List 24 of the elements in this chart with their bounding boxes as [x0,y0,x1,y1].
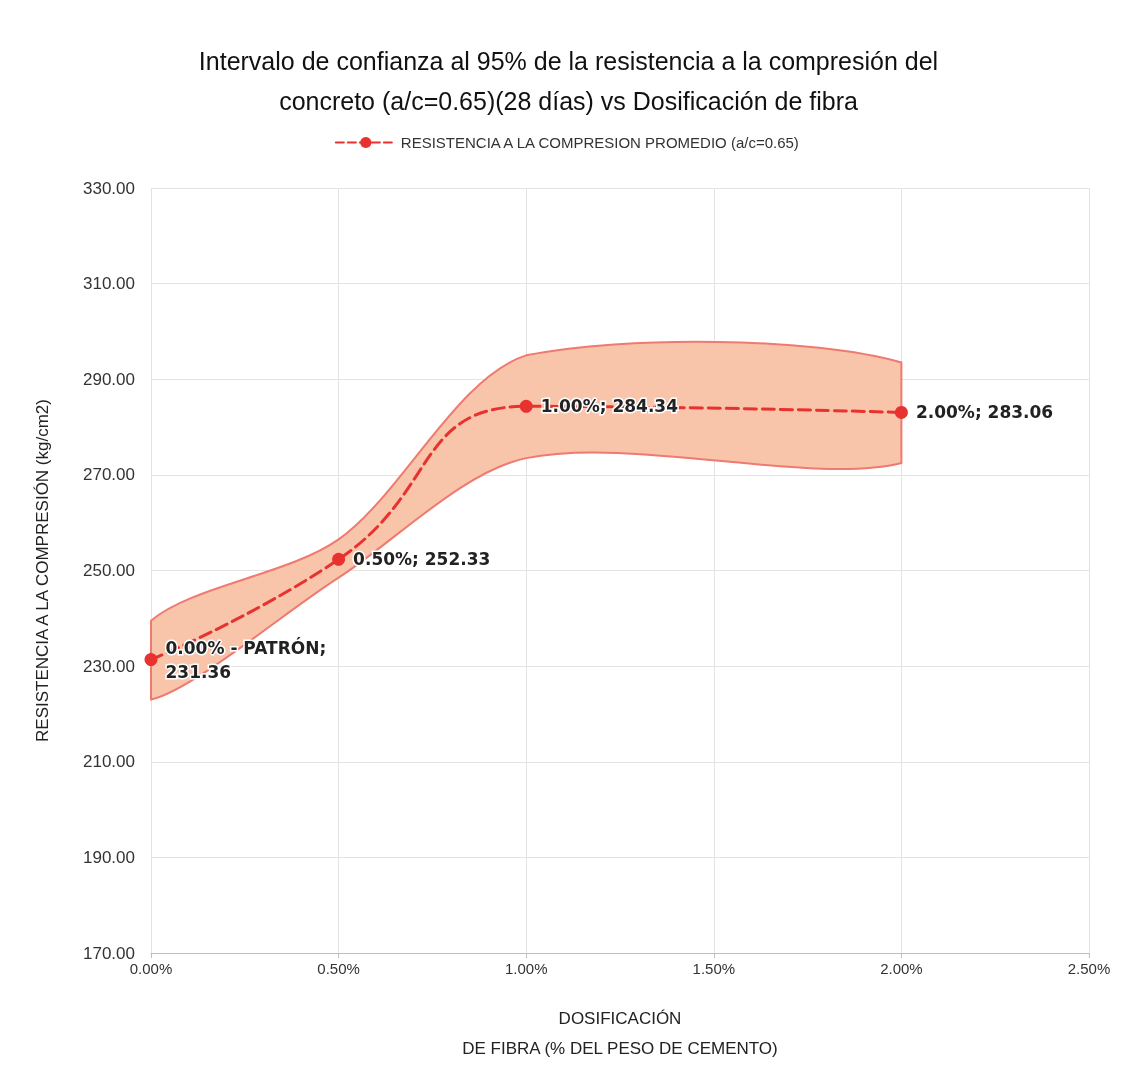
y-tick-label: 330.00 [83,178,135,198]
chart-title: Intervalo de confianza al 95% de la resistencia a la compresión del concreto (a/c=0.65)(28 días) vs Dosificación de fibra [198,47,939,115]
point [894,405,908,419]
data-label: 2.00%; 283.06 [915,402,1054,423]
point [519,399,533,413]
x-tick-label: 2.00% [880,960,923,977]
y-tick-label: 310.00 [83,274,135,294]
point [332,552,346,566]
y-tick-label: 230.00 [83,656,135,676]
y-tick-label: 170.00 [83,943,135,963]
x-tick-label: 1.50% [692,960,736,977]
x-tick-label: 0.50% [317,960,360,977]
x-tick-label: 1.00% [504,960,548,977]
y-axis-title: RESISTENCIA A LA COMPRESIÓN (kg/cm2) [33,399,52,742]
x-axis-title: DOSIFICACIÓN DE FIBRA (% DEL PESO DE CEMENTO) [462,1008,778,1058]
y-tick-label: 250.00 [83,561,135,580]
legend-label: RESISTENCIA A LA COMPRESION PROMEDIO (a/c=0.65) [400,134,799,151]
y-tick-label: 210.00 [83,752,135,772]
point [144,653,158,667]
y-tick-label: 290.00 [83,369,135,389]
x-tick-label: 2.50% [1067,960,1111,977]
y-tick-label: 190.00 [83,847,135,867]
y-tick-label: 270.00 [83,465,135,485]
x-tick-label: 0.00% [129,960,173,977]
